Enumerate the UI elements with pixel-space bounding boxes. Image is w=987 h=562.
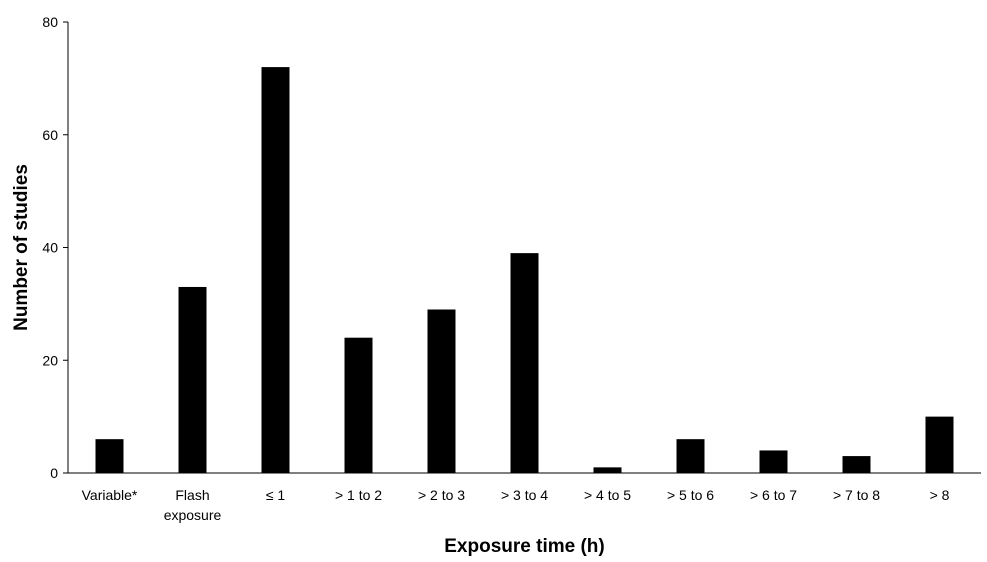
y-tick-label: 0 <box>50 465 58 481</box>
x-tick-label-line: ≤ 1 <box>266 487 286 503</box>
x-tick-label-line: > 3 to 4 <box>501 487 548 503</box>
x-tick-label-line: > 8 <box>930 487 950 503</box>
bar <box>178 286 207 473</box>
bar <box>593 467 622 473</box>
x-tick-label: > 5 to 6 <box>667 487 714 503</box>
bar <box>676 439 705 473</box>
x-axis-title: Exposure time (h) <box>444 536 604 557</box>
x-tick-label-line: > 6 to 7 <box>750 487 797 503</box>
y-tick-label: 40 <box>42 240 58 256</box>
bars-group <box>95 67 954 473</box>
bar <box>261 67 290 473</box>
y-tick-label: 20 <box>42 352 58 368</box>
x-tick-label-line: > 2 to 3 <box>418 487 465 503</box>
bar <box>95 439 124 473</box>
x-tick-label: > 8 <box>930 487 950 503</box>
y-axis-ticks: 0 20 40 60 80 <box>42 14 68 481</box>
bar <box>842 456 871 473</box>
y-axis-title: Number of studies <box>11 164 32 331</box>
bar <box>344 337 373 473</box>
x-tick-label: > 3 to 4 <box>501 487 548 503</box>
x-tick-label-line: > 5 to 6 <box>667 487 714 503</box>
bar <box>925 416 954 473</box>
x-tick-label: > 6 to 7 <box>750 487 797 503</box>
x-tick-label-line: Flash <box>175 487 209 503</box>
x-tick-label: > 2 to 3 <box>418 487 465 503</box>
x-tick-label-line: > 1 to 2 <box>335 487 382 503</box>
x-tick-label: > 7 to 8 <box>833 487 880 503</box>
bar <box>759 450 788 473</box>
y-tick-label: 60 <box>42 127 58 143</box>
x-tick-label: > 1 to 2 <box>335 487 382 503</box>
x-tick-label: Variable* <box>82 487 138 503</box>
x-tick-label-line: > 7 to 8 <box>833 487 880 503</box>
x-tick-label: ≤ 1 <box>266 487 286 503</box>
y-tick-label: 80 <box>42 14 58 30</box>
x-tick-label-line: > 4 to 5 <box>584 487 631 503</box>
x-tick-label-line: exposure <box>164 507 222 523</box>
bar <box>510 253 539 473</box>
x-axis-tick-labels: Variable* Flash exposure ≤ 1 > 1 to 2 > 2 to … <box>82 487 950 523</box>
x-tick-label: Flash exposure <box>164 487 222 523</box>
x-tick-label: > 4 to 5 <box>584 487 631 503</box>
x-tick-label-line: Variable* <box>82 487 138 503</box>
bar <box>427 309 456 473</box>
